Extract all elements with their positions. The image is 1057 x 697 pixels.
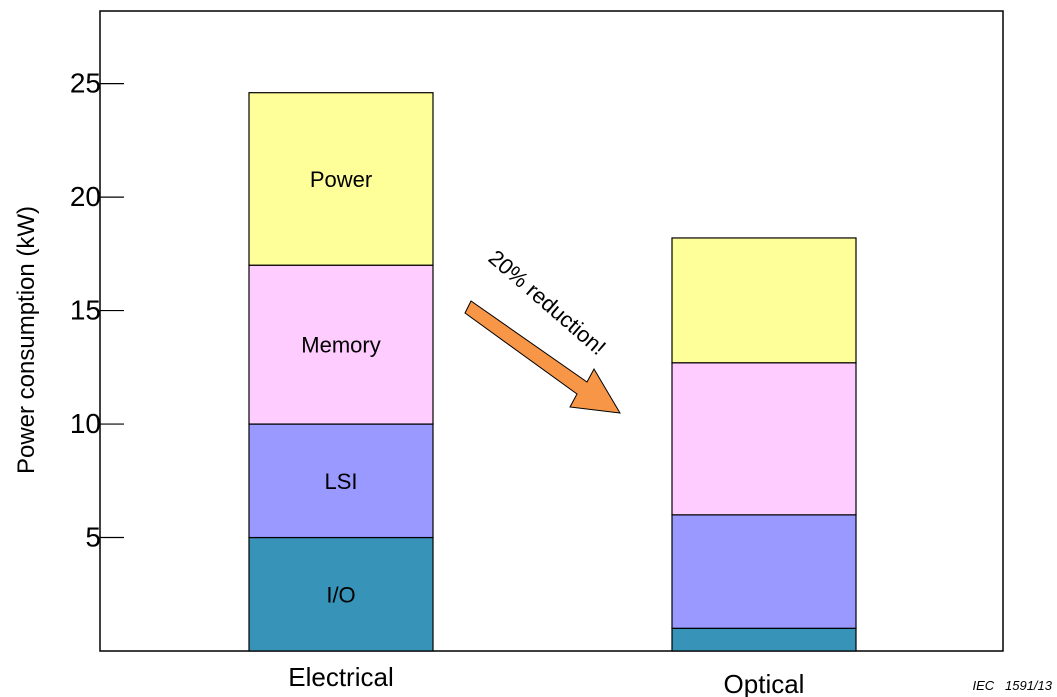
y-tick-label: 10 <box>70 408 101 439</box>
bar-segment-optical-memory <box>671 362 857 516</box>
x-axis-categories: Electrical Optical <box>288 662 804 697</box>
segment-label-memory: Memory <box>301 333 380 358</box>
bar-segment-optical-power <box>671 237 857 364</box>
bars-layer: I/O LSI Memory Power <box>248 92 857 652</box>
bar-segment-optical-lsi <box>671 514 857 629</box>
y-tick-label: 20 <box>70 181 101 212</box>
y-tick-label: 25 <box>70 68 101 99</box>
bar-segment-optical-io <box>671 627 857 652</box>
figure-id: IEC 1591/13 <box>973 678 1053 693</box>
bar-segment-electrical-power <box>248 92 434 266</box>
plot-area <box>99 10 1004 652</box>
reduction-arrow <box>464 300 621 414</box>
segment-label-lsi: LSI <box>324 469 357 494</box>
y-axis-label: Power consumption (kW) <box>13 206 40 474</box>
bar-segment-electrical-io <box>248 536 434 652</box>
y-tick-label: 5 <box>85 522 101 553</box>
y-axis-ticks: 5 10 15 20 25 <box>70 68 124 553</box>
segment-label-io: I/O <box>326 582 355 607</box>
y-tick-label: 15 <box>70 295 101 326</box>
x-category-label-electrical: Electrical <box>288 662 393 692</box>
segment-label-power: Power <box>310 167 372 192</box>
x-category-label-optical: Optical <box>724 669 805 697</box>
bar-segment-electrical-memory <box>248 264 434 425</box>
